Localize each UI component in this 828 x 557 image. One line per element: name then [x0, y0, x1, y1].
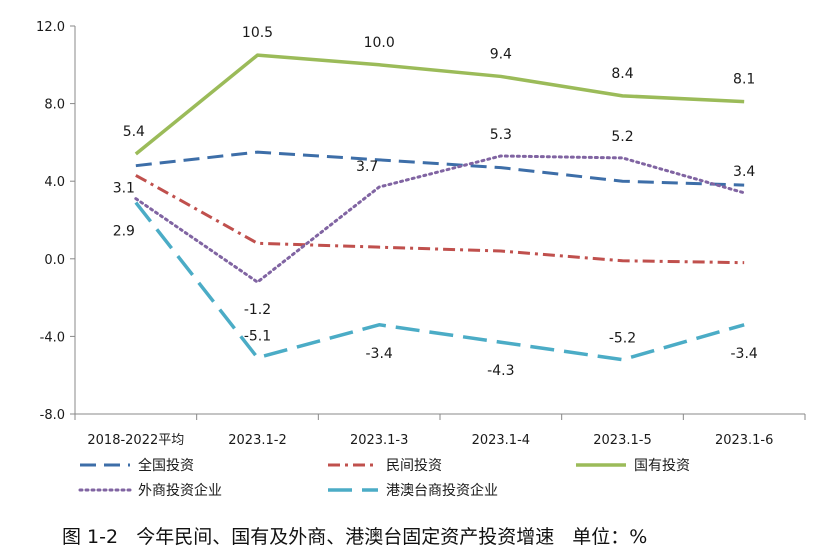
- line-chart: 12.0 8.0 4.0 0.0 -4.0 -8.0 2018-2022平均 2023.1-…: [36, 20, 806, 499]
- y-tick-label: -4.0: [40, 330, 65, 345]
- data-label: 5.3: [490, 127, 512, 143]
- data-label: 8.4: [611, 66, 633, 82]
- data-label: -4.3: [487, 363, 514, 379]
- y-tick-label: 0.0: [44, 253, 65, 268]
- series-line-1: [135, 174, 745, 265]
- figure-caption: 图 1-2 今年民间、国有及外商、港澳台固定资产投资增速 单位：%: [62, 526, 648, 548]
- series-line-3: [134, 154, 746, 284]
- x-tick-label: 2023.1-6: [715, 433, 773, 448]
- x-tick-label: 2023.1-5: [593, 433, 651, 448]
- y-tick-label: -8.0: [40, 408, 65, 423]
- x-tick-labels: 2018-2022平均 2023.1-2 2023.1-3 2023.1-4 2023.…: [74, 414, 806, 448]
- data-label: -1.2: [244, 302, 271, 318]
- series-line-0: [135, 150, 745, 187]
- data-label: 10.0: [364, 35, 395, 51]
- data-label: 2.9: [113, 224, 135, 240]
- legend-label: 外商投资企业: [138, 482, 222, 499]
- data-label: -3.4: [366, 346, 393, 362]
- x-tick-label: 2023.1-3: [350, 433, 408, 448]
- x-tick-label: 2018-2022平均: [87, 433, 184, 448]
- x-tick-label: 2023.1-4: [472, 433, 530, 448]
- series-lines: [134, 53, 746, 362]
- legend-label: 全国投资: [138, 457, 194, 474]
- data-label: 5.2: [611, 129, 633, 145]
- data-label: -5.2: [609, 331, 636, 347]
- legend-label: 港澳台商投资企业: [386, 482, 498, 499]
- y-tick-labels: 12.0 8.0 4.0 0.0 -4.0 -8.0: [36, 20, 75, 423]
- legend-label: 国有投资: [634, 458, 690, 474]
- data-labels: 5.4 10.5 10.0 9.4 8.4 8.1 3.1 -1.2 3.7 5.3 5.2 3.4 2…: [113, 25, 758, 379]
- x-tick-label: 2023.1-2: [228, 433, 286, 448]
- series-line-4: [134, 201, 745, 362]
- data-label: 8.1: [733, 72, 755, 88]
- y-tick-label: 8.0: [44, 98, 65, 113]
- data-label: 3.4: [733, 164, 755, 180]
- data-label: 3.7: [356, 159, 378, 175]
- data-label: 5.4: [123, 124, 145, 140]
- legend-label: 民间投资: [386, 458, 442, 474]
- data-label: -5.1: [244, 329, 271, 345]
- data-label: 9.4: [490, 46, 512, 62]
- data-label: 3.1: [113, 181, 135, 197]
- data-label: -3.4: [731, 346, 758, 362]
- y-tick-label: 4.0: [44, 175, 65, 190]
- series-line-2: [134, 53, 745, 156]
- data-label: 10.5: [242, 25, 273, 41]
- y-tick-label: 12.0: [36, 20, 65, 35]
